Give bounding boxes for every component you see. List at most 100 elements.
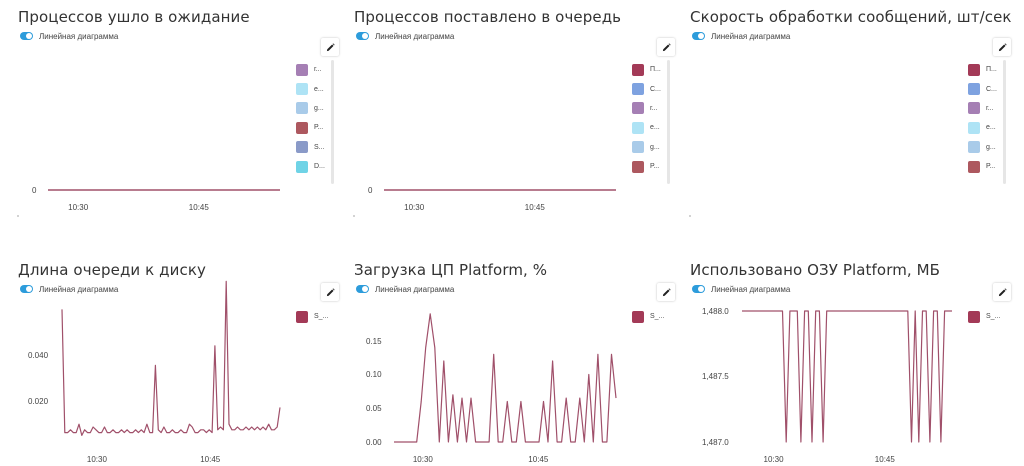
legend-item[interactable]: S_... <box>632 307 672 326</box>
legend-label: Р... <box>314 124 324 132</box>
edit-button[interactable] <box>993 283 1011 301</box>
toggle-switch-icon[interactable] <box>692 285 705 293</box>
toggle-label: Линейная диаграмма <box>375 284 455 294</box>
chart-plot: 0.040 0.020 10:30 10:45 <box>28 280 281 464</box>
legend-item[interactable]: е... <box>632 118 672 137</box>
edit-button[interactable] <box>657 38 675 56</box>
edit-button[interactable] <box>321 283 339 301</box>
y-tick-label: 0 <box>32 186 37 195</box>
line-chart-toggle[interactable]: Линейная диаграмма <box>692 30 790 42</box>
y-tick-label: 0.15 <box>366 337 382 346</box>
series-line[interactable] <box>742 310 952 443</box>
line-chart-toggle[interactable]: Линейная диаграмма <box>20 30 118 42</box>
toggle-label: Линейная диаграмма <box>711 31 791 41</box>
legend-swatch <box>296 141 308 154</box>
legend-item[interactable]: g... <box>968 138 1008 157</box>
y-tick-label: 1,487.5 <box>702 372 729 381</box>
chart-legend: S_... <box>968 307 1008 433</box>
toggle-switch-icon[interactable] <box>20 285 33 293</box>
toggle-label: Линейная диаграмма <box>711 284 791 294</box>
legend-item[interactable]: D... <box>296 157 336 176</box>
legend-item[interactable]: Р... <box>968 157 1008 176</box>
chart-plot: 0 10:30 10:45 <box>17 186 280 217</box>
y-tick-label: 0.020 <box>28 397 49 406</box>
chart-plot <box>689 215 691 217</box>
legend-item[interactable]: П... <box>632 60 672 79</box>
legend-item[interactable]: g... <box>296 99 336 118</box>
legend-swatch <box>296 310 308 323</box>
legend-swatch <box>968 310 980 323</box>
panel-title: Использовано ОЗУ Platform, МБ <box>690 261 941 279</box>
legend-scrollbar[interactable] <box>1003 60 1006 184</box>
legend-swatch <box>296 63 308 76</box>
pencil-icon <box>998 42 1007 51</box>
x-tick-label: 10:45 <box>528 455 549 464</box>
legend-label: g... <box>314 104 324 112</box>
legend-item[interactable]: S_... <box>296 307 336 326</box>
legend-label: D... <box>314 163 325 171</box>
toggle-switch-icon[interactable] <box>356 285 369 293</box>
legend-item[interactable]: е... <box>296 79 336 98</box>
legend-swatch <box>968 102 980 115</box>
x-tick-label: 10:30 <box>764 455 785 464</box>
legend-swatch <box>968 63 980 76</box>
line-chart-toggle[interactable]: Линейная диаграмма <box>356 283 454 295</box>
toggle-switch-icon[interactable] <box>20 32 33 40</box>
chart-legend: П... С... г... е... g... Р... <box>968 60 1008 186</box>
legend-item[interactable]: г... <box>968 99 1008 118</box>
chart-plot: 0.15 0.10 0.05 0.00 10:30 10:45 <box>366 313 617 464</box>
panel-disk-queue: Длина очереди к диску Линейная диаграмма… <box>18 261 339 466</box>
line-chart-toggle[interactable]: Линейная диаграмма <box>356 30 454 42</box>
edit-button[interactable] <box>321 38 339 56</box>
toggle-label: Линейная диаграмма <box>39 284 119 294</box>
legend-item[interactable]: С... <box>632 79 672 98</box>
legend-item[interactable]: g... <box>632 138 672 157</box>
edit-button[interactable] <box>993 38 1011 56</box>
chart-legend: г... е... g... Р... S... D... <box>296 60 336 186</box>
legend-item[interactable]: Р... <box>632 157 672 176</box>
panel-processes-waiting: Процессов ушло в ожидание Линейная диагр… <box>17 8 339 234</box>
line-chart-toggle[interactable]: Линейная диаграмма <box>692 283 790 295</box>
panel-title: Процессов поставлено в очередь <box>354 8 622 26</box>
toggle-switch-icon[interactable] <box>356 32 369 40</box>
legend-label: е... <box>650 124 660 132</box>
legend-item[interactable]: Р... <box>296 118 336 137</box>
panel-title: Загрузка ЦП Platform, % <box>354 261 548 279</box>
legend-swatch <box>632 83 644 96</box>
legend-label: е... <box>314 85 324 93</box>
panel-processes-queued: Процессов поставлено в очередь Линейная … <box>353 8 675 234</box>
legend-swatch <box>968 160 980 173</box>
legend-label: Р... <box>986 163 996 171</box>
x-tick-label: 10:45 <box>200 455 221 464</box>
legend-item[interactable]: S_... <box>968 307 1008 326</box>
panel-title: Скорость обработки сообщений, шт/сек <box>690 8 1012 26</box>
legend-item[interactable]: е... <box>968 118 1008 137</box>
legend-item[interactable]: П... <box>968 60 1008 79</box>
edit-button[interactable] <box>657 283 675 301</box>
chart-legend: S_... <box>632 307 672 433</box>
legend-label: П... <box>650 66 661 74</box>
x-tick-label: 10:45 <box>189 203 210 212</box>
y-tick-label: 1,488.0 <box>702 307 729 316</box>
y-tick-label: 0.10 <box>366 370 382 379</box>
legend-label: С... <box>650 85 661 93</box>
legend-item[interactable]: S... <box>296 138 336 157</box>
legend-label: П... <box>986 66 997 74</box>
y-tick-label: 0 <box>368 186 373 195</box>
legend-scrollbar[interactable] <box>331 60 334 184</box>
legend-scrollbar[interactable] <box>667 60 670 184</box>
axis-stub <box>689 215 691 217</box>
legend-swatch <box>632 63 644 76</box>
legend-item[interactable]: г... <box>632 99 672 118</box>
legend-label: g... <box>986 143 996 151</box>
legend-item[interactable]: г... <box>296 60 336 79</box>
legend-swatch <box>296 121 308 134</box>
line-chart-toggle[interactable]: Линейная диаграмма <box>20 283 118 295</box>
series-line[interactable] <box>61 280 281 436</box>
series-line[interactable] <box>394 313 617 443</box>
y-tick-label: 0.040 <box>28 351 49 360</box>
legend-swatch <box>968 141 980 154</box>
toggle-switch-icon[interactable] <box>692 32 705 40</box>
legend-item[interactable]: С... <box>968 79 1008 98</box>
axis-stub <box>17 215 19 217</box>
